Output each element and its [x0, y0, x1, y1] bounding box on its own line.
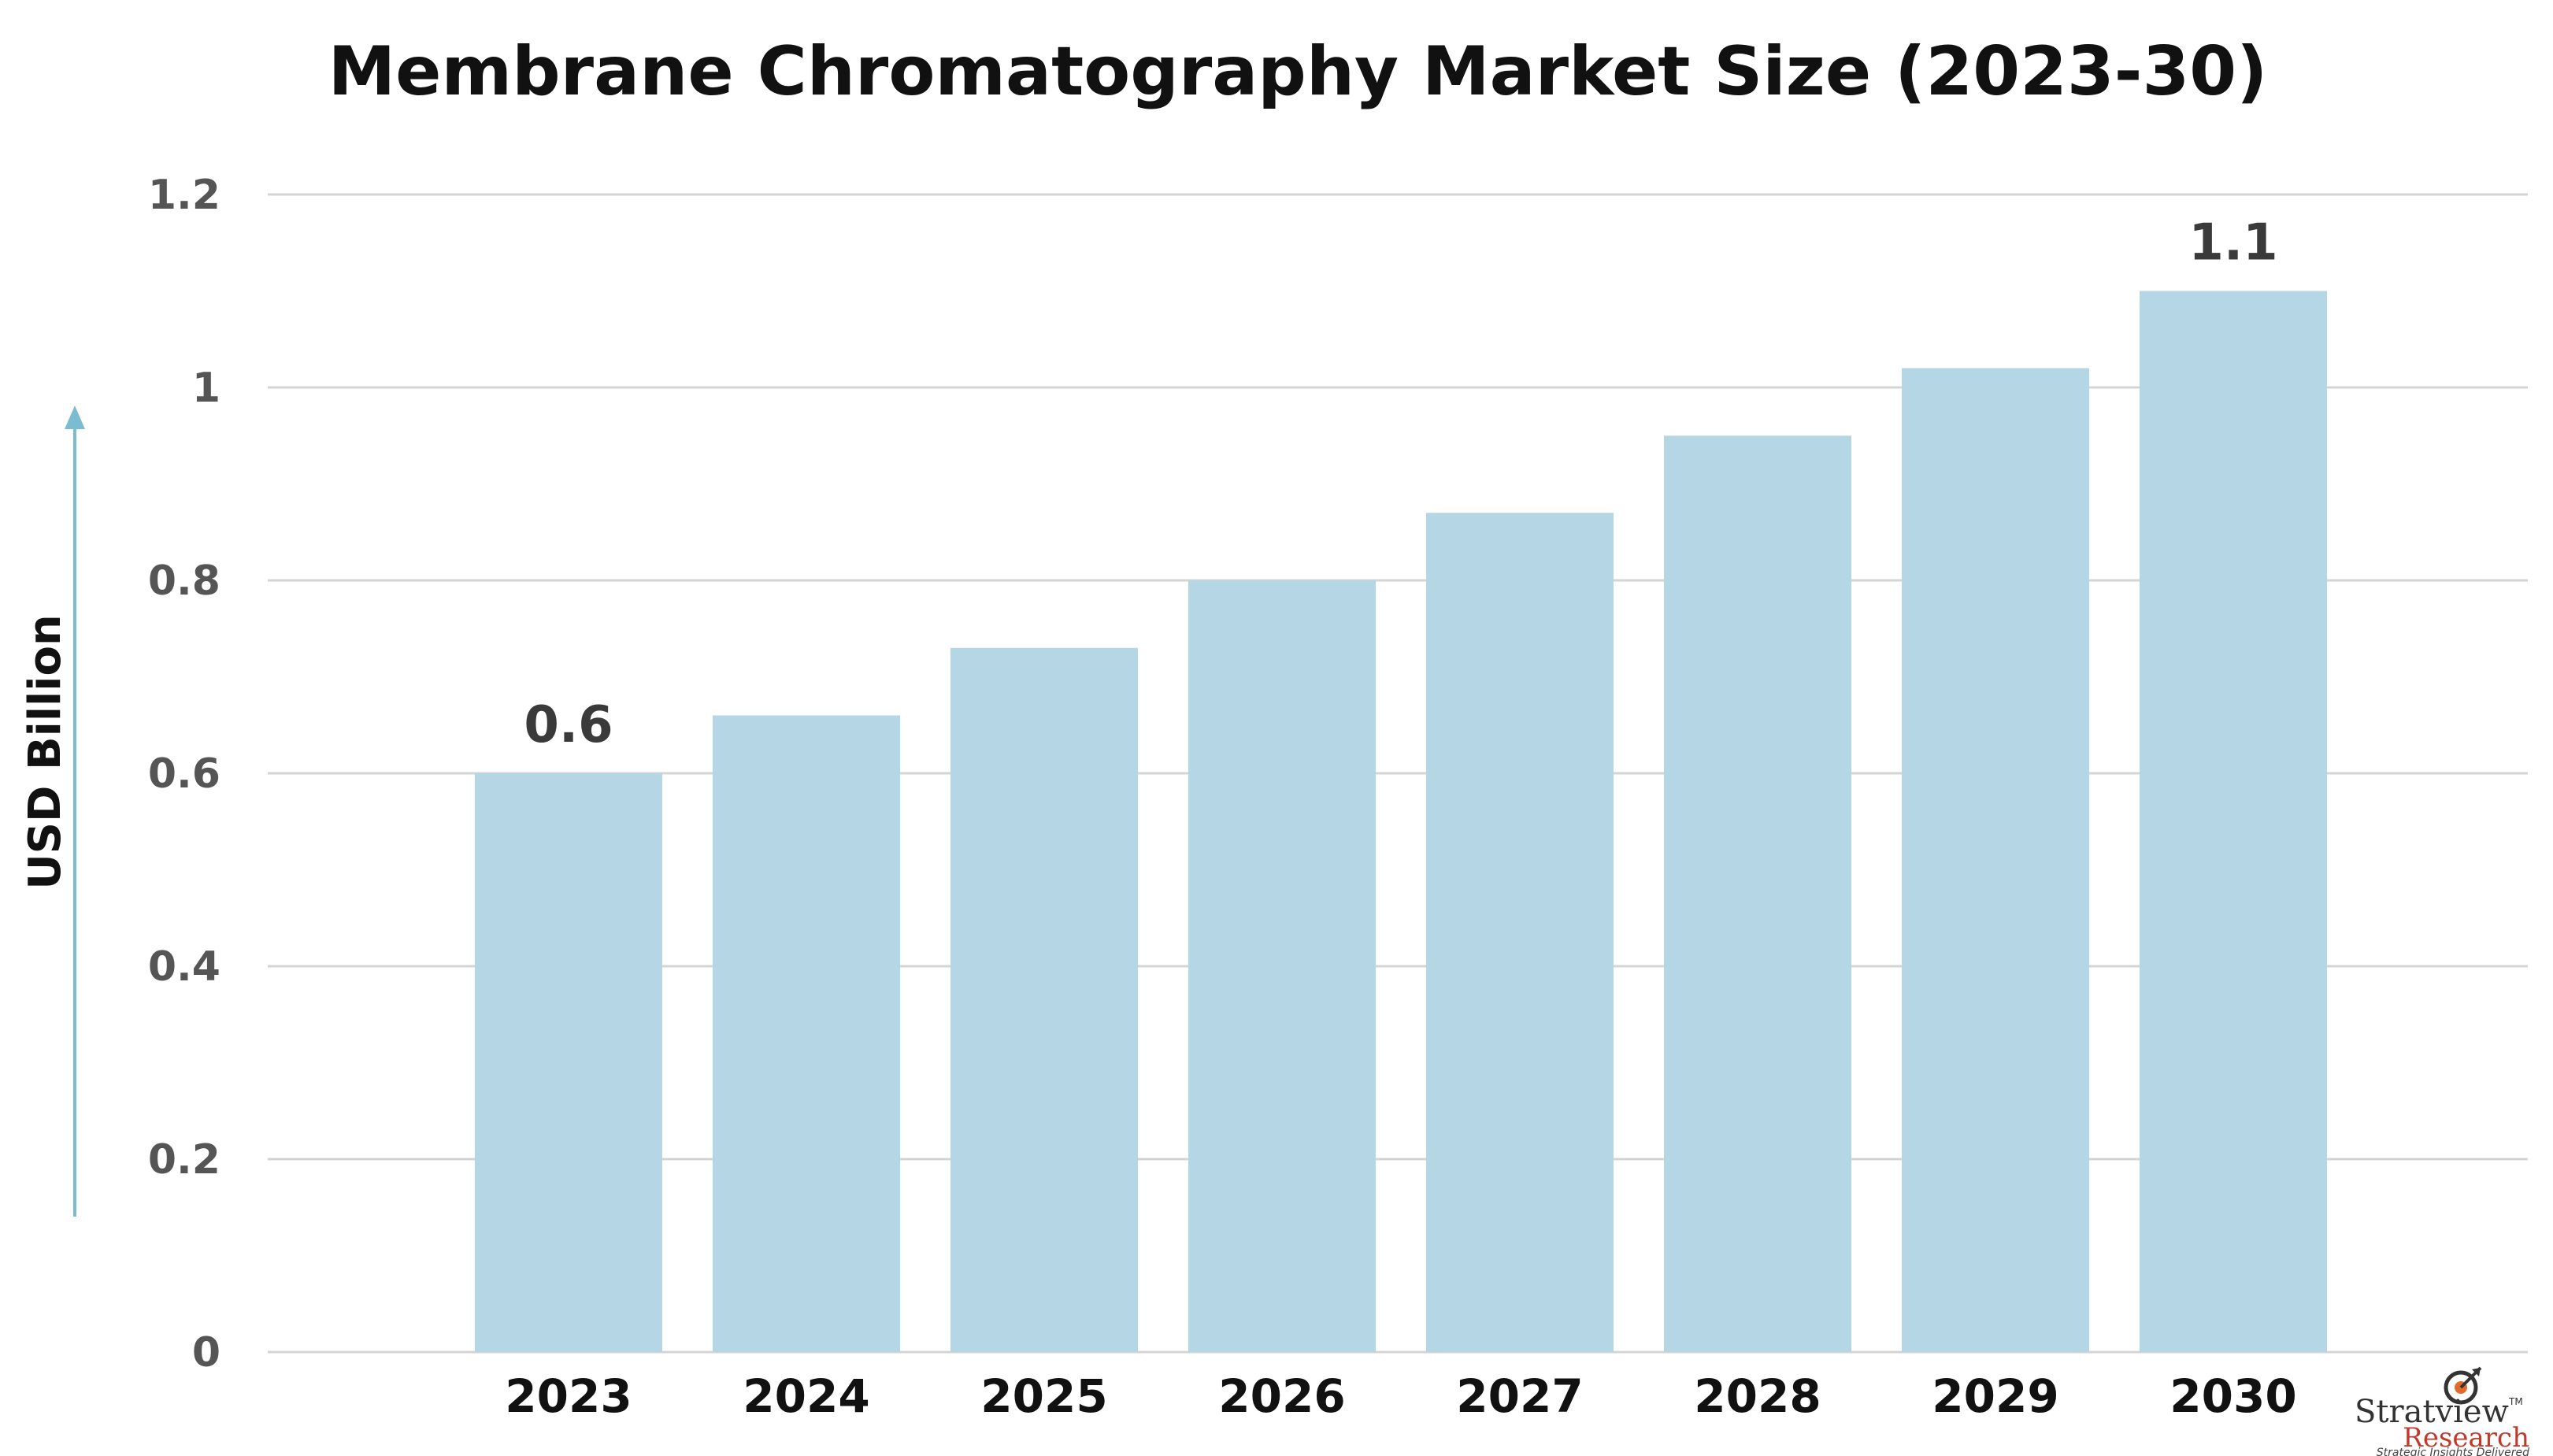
y-tick-label: 0	[192, 1329, 220, 1376]
x-tick-label: 2025	[980, 1369, 1107, 1423]
x-tick-label: 2030	[2169, 1369, 2296, 1423]
y-axis-label: USD Billion	[20, 614, 71, 890]
x-tick-label: 2023	[505, 1369, 632, 1423]
bars	[475, 291, 2327, 1352]
x-tick-label: 2028	[1694, 1369, 1821, 1423]
y-tick-label: 0.6	[148, 750, 220, 798]
y-axis-label-group: USD Billion	[20, 406, 85, 1217]
bar-2025	[950, 647, 1138, 1352]
bar-2026	[1188, 580, 1376, 1352]
bar-2030	[2140, 291, 2327, 1352]
target-icon	[2444, 1366, 2482, 1405]
x-tick-label: 2027	[1456, 1369, 1583, 1423]
y-tick-label: 0.4	[148, 943, 220, 991]
bar-2029	[1902, 368, 2089, 1352]
y-tick-label: 1	[192, 365, 220, 412]
x-axis-ticks: 2023 2024 2025 2026 2027 2028 2029 2030	[505, 1369, 2296, 1423]
data-label: 0.6	[524, 696, 613, 754]
y-tick-label: 0.8	[148, 558, 220, 605]
data-labels: 0.6 1.1	[524, 214, 2277, 755]
x-tick-label: 2029	[1932, 1369, 2058, 1423]
bar-2023	[475, 773, 662, 1352]
stratview-logo: Stratview TM Research Strategic Insights…	[2355, 1366, 2529, 1456]
logo-sub: Research	[2403, 1422, 2529, 1454]
bar-2024	[713, 715, 900, 1352]
chart-title: Membrane Chromatography Market Size (202…	[328, 32, 2268, 111]
bar-2027	[1426, 513, 1614, 1352]
x-tick-label: 2026	[1218, 1369, 1345, 1423]
up-arrow-icon	[65, 406, 85, 429]
logo-tagline: Strategic Insights Delivered	[2377, 1447, 2529, 1456]
bar-2028	[1664, 435, 1851, 1352]
logo-name: Stratview	[2355, 1394, 2509, 1430]
data-label: 1.1	[2188, 214, 2277, 272]
x-tick-label: 2024	[743, 1369, 869, 1423]
logo-trademark: TM	[2508, 1396, 2523, 1407]
y-axis-ticks: 0 0.2 0.4 0.6 0.8 1 1.2	[148, 172, 220, 1376]
y-tick-label: 1.2	[148, 172, 220, 219]
y-tick-label: 0.2	[148, 1136, 220, 1184]
